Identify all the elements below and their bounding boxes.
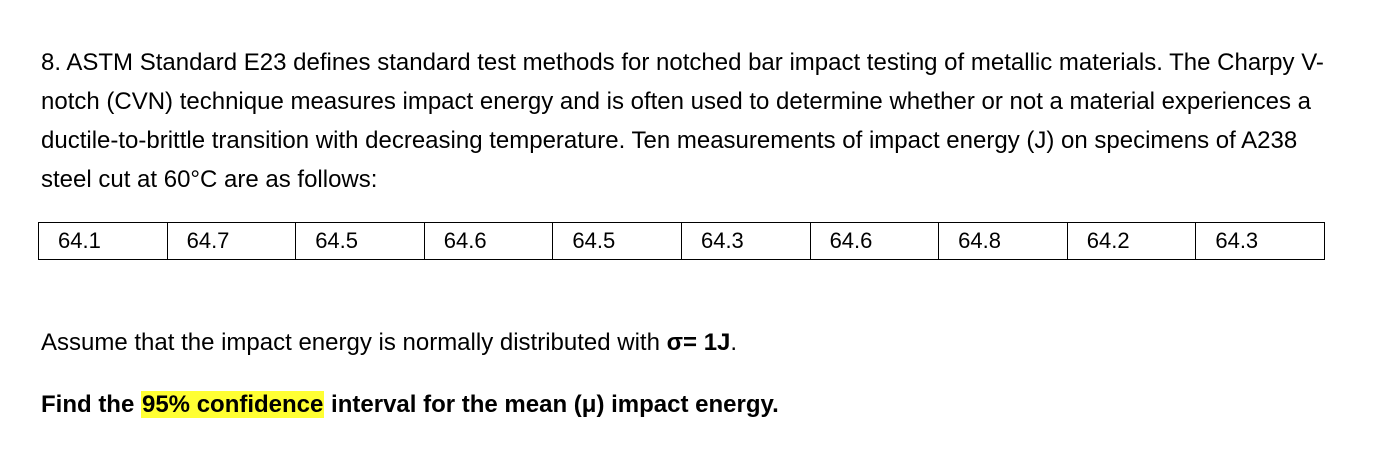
task-line: Find the 95% confidence interval for the… — [41, 387, 779, 423]
problem-text: 8. ASTM Standard E23 defines standard te… — [41, 49, 1324, 193]
measurements-table: 64.1 64.7 64.5 64.6 64.5 64.3 64.6 64.8 … — [38, 222, 1325, 260]
measurement-cell: 64.7 — [166, 222, 297, 260]
measurement-cell: 64.6 — [809, 222, 940, 260]
measurement-cell: 64.3 — [680, 222, 811, 260]
assumption-prefix: Assume that the impact energy is normall… — [41, 329, 667, 356]
measurement-cell: 64.5 — [295, 222, 425, 260]
sigma-value: σ= 1J — [666, 329, 731, 356]
measurement-cell: 64.6 — [423, 222, 554, 260]
confidence-highlight: 95% confidence — [140, 391, 325, 418]
measurement-cell: 64.1 — [38, 222, 168, 260]
assumption-suffix: . — [730, 329, 738, 356]
table-row: 64.1 64.7 64.5 64.6 64.5 64.3 64.6 64.8 … — [38, 222, 1325, 260]
measurement-cell: 64.2 — [1066, 222, 1197, 260]
measurement-cell: 64.8 — [938, 222, 1068, 260]
measurement-cell: 64.5 — [552, 222, 682, 260]
measurement-cell: 64.3 — [1195, 222, 1325, 260]
assumption-line: Assume that the impact energy is normall… — [41, 325, 737, 361]
task-prefix: Find the — [41, 391, 141, 418]
task-suffix: interval for the mean (μ) impact energy. — [324, 391, 779, 418]
problem-statement: 8. ASTM Standard E23 defines standard te… — [41, 43, 1341, 199]
